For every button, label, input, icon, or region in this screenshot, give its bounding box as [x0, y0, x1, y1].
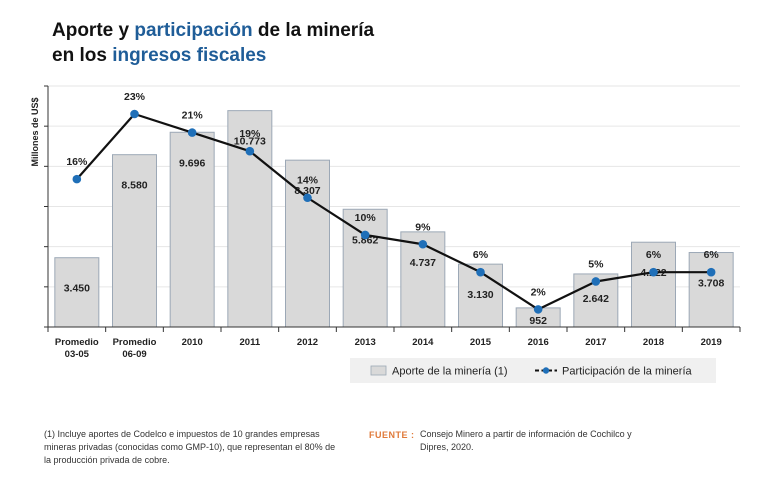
bar	[688, 252, 734, 328]
line-point	[130, 109, 139, 119]
bar	[342, 208, 388, 328]
chart-title: Aporte y participación de la minería en …	[52, 18, 374, 68]
legend-line-marker	[542, 367, 550, 374]
category-labels: Promedio 03-05 Promedio 06-09 2010 2011 2012 20…	[55, 337, 722, 360]
line-value-label: 2%	[531, 286, 547, 298]
bar-value-label: 8.307	[294, 185, 320, 197]
bar-value-label: 4.737	[410, 257, 436, 269]
line-point	[649, 267, 658, 277]
bar	[54, 257, 100, 328]
category-label: 2015	[470, 337, 492, 348]
bar-value-label: 2.642	[583, 293, 609, 305]
category-label: 2018	[643, 337, 664, 348]
legend-background	[350, 358, 716, 383]
title-line1-start: Aporte y	[52, 20, 135, 41]
bar-value-label: 10.773	[234, 136, 266, 148]
y-axis-title: Millones de US$	[30, 97, 40, 166]
category-label: 2012	[297, 337, 318, 348]
line-value-label: 19%	[239, 128, 261, 140]
line-series	[72, 109, 716, 314]
category-label: 2013	[355, 337, 376, 348]
line-point	[303, 193, 312, 203]
title-line1-accent: participación	[134, 20, 253, 41]
line-value-label: 9%	[415, 221, 431, 233]
source-text: Consejo Minero a partir de información d…	[420, 429, 632, 452]
source-label: FUENTE :	[369, 430, 415, 440]
bar-value-label: 5.862	[352, 234, 378, 246]
line-value-label: 23%	[124, 91, 146, 103]
line-point	[360, 230, 370, 240]
legend-line-label: Participación de la minería	[562, 366, 693, 378]
line-point	[591, 277, 601, 286]
line-value-label: 10%	[355, 212, 377, 224]
bar-value-label: 3.130	[467, 289, 493, 301]
title-line2-accent: ingresos fiscales	[112, 45, 267, 66]
line-point	[706, 267, 716, 277]
bar	[285, 159, 330, 328]
category-label: 2016	[528, 337, 549, 348]
line-point	[476, 267, 485, 277]
category-label: Promedio 06-09	[113, 337, 157, 360]
bar-series	[54, 110, 734, 328]
bar-value-label: 3.708	[698, 278, 724, 290]
line-point	[72, 174, 82, 184]
bar-value-label: 3.450	[64, 283, 90, 295]
bar-value-labels: 3.450 8.580 9.696 10.773 8.307 5.862 4.737 3.13…	[64, 136, 725, 327]
line-point	[187, 128, 197, 137]
chart-axes	[44, 85, 741, 332]
participation-line	[76, 112, 712, 311]
bar	[169, 131, 215, 328]
category-label: 2017	[585, 337, 606, 348]
legend-bar-label: Aporte de la minería (1)	[392, 366, 508, 378]
line-value-label: 16%	[66, 156, 88, 168]
line-value-labels: 16% 23% 21% 19% 14% 10% 9% 6% 2% 5% 6% 6%	[66, 91, 719, 298]
line-point	[418, 239, 428, 249]
title-line2-start: en los	[52, 45, 113, 66]
line-value-label: 5%	[588, 258, 604, 270]
line-value-label: 6%	[704, 249, 720, 261]
line-value-label: 6%	[646, 249, 662, 261]
line-point	[533, 305, 543, 314]
chart-gridlines	[48, 85, 740, 288]
legend-bar-swatch	[370, 365, 387, 376]
bar-value-label: 952	[529, 315, 547, 327]
footnote: (1) Incluye aportes de Codelco e impuest…	[44, 429, 336, 465]
line-point	[245, 146, 255, 156]
legend: Aporte de la minería (1) Participación d…	[350, 358, 716, 383]
category-label: 2010	[182, 337, 203, 348]
bar-value-label: 9.696	[179, 157, 205, 169]
line-value-label: 14%	[297, 175, 319, 187]
category-label: 2014	[412, 337, 434, 348]
line-value-label: 6%	[473, 249, 489, 261]
category-label: Promedio 03-05	[55, 337, 99, 360]
bar-value-label: 8.580	[121, 180, 147, 192]
line-value-label: 21%	[182, 110, 204, 122]
category-label: 2011	[240, 337, 261, 348]
title-line1-end: de la minería	[252, 20, 375, 41]
category-label: 2019	[701, 337, 722, 348]
